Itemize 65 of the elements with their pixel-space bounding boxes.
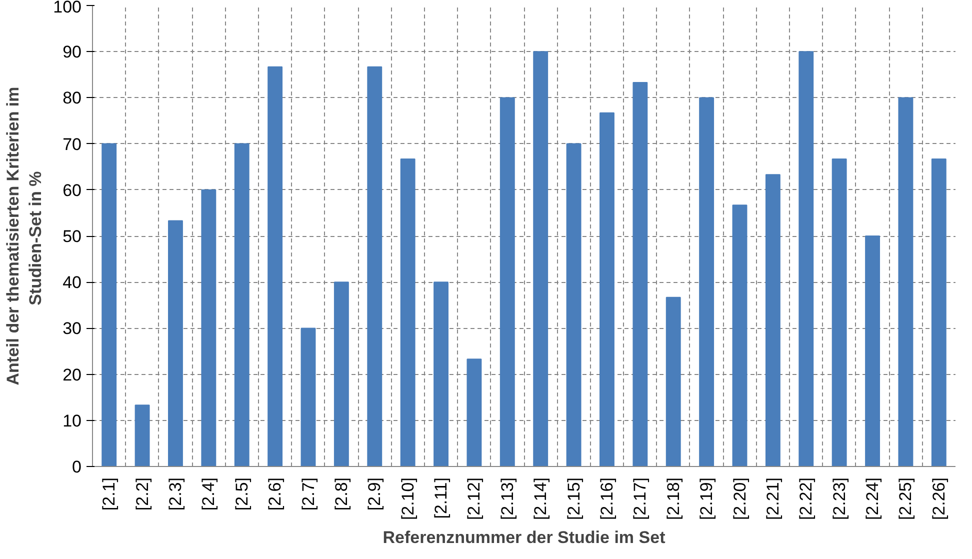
bar [666,296,681,466]
x-tick-label: [2.23] [830,477,849,520]
bar [832,158,847,466]
x-tick-label: [2.14] [531,477,550,520]
y-tick-label: 50 [62,227,82,246]
bar [732,204,748,466]
x-tick-label: [2.10] [398,477,418,520]
bar [798,51,814,466]
x-tick-label: [2.7] [298,477,318,511]
y-axis-title: Anteil der thematisierten Kriterien im Studien-Set in % [3,86,46,386]
y-tick-label: 100 [53,0,82,16]
bar [367,66,382,466]
y-tick-label: 30 [62,319,82,338]
x-tick-label: [2.6] [266,477,285,511]
bar [931,158,946,466]
x-tick-label: [2.1] [100,477,119,511]
y-tick-label: 60 [62,180,82,200]
bar [201,189,216,466]
x-tick-label: [2.20] [730,477,750,520]
x-tick-label: [2.16] [597,477,616,520]
bar [168,220,183,466]
x-tick-label: [2.9] [365,477,384,511]
x-tick-label: [2.13] [498,477,517,520]
x-tick-label: [2.26] [929,477,948,520]
bar [865,236,880,466]
x-tick-label: [2.25] [896,477,916,520]
x-tick-label: [2.12] [464,477,484,520]
bar [500,97,515,466]
y-tick-label: 10 [62,411,82,430]
bar [699,97,714,466]
bar [632,82,648,466]
bar [300,328,316,466]
bar [898,97,914,466]
bar [268,66,283,466]
x-tick-label: [2.2] [132,477,152,511]
x-tick-label: [2.8] [332,477,351,511]
bar [533,51,548,466]
bar [434,282,448,466]
x-axis-title: Referenznummer der Studie im Set [382,528,666,548]
y-tick-label: 40 [62,273,82,292]
y-tick-label: 20 [62,365,82,384]
bar [566,143,582,466]
x-tick-label: [2.11] [432,477,451,519]
y-tick-label: 80 [62,88,82,108]
x-tick-label: [2.21] [763,477,782,520]
bar [334,282,349,466]
x-tick-label: [2.4] [199,477,218,511]
bar [765,174,780,466]
bar [400,158,416,466]
x-tick-label: [2.19] [697,477,716,520]
y-tick-label: 90 [62,42,82,62]
bar [134,404,150,466]
x-tick-label: [2.17] [630,477,650,520]
bar [234,143,250,466]
x-tick-label: [2.22] [796,477,816,520]
x-tick-label: [2.3] [166,477,185,511]
y-tick-label: 70 [62,134,82,154]
bar [466,358,482,466]
bar [102,143,117,466]
x-tick-label: [2.5] [232,477,252,511]
x-tick-label: [2.18] [664,477,683,520]
x-tick-label: [2.15] [564,477,584,520]
bar [600,112,614,466]
x-tick-label: [2.24] [863,477,882,520]
y-tick-label: 0 [72,458,82,476]
